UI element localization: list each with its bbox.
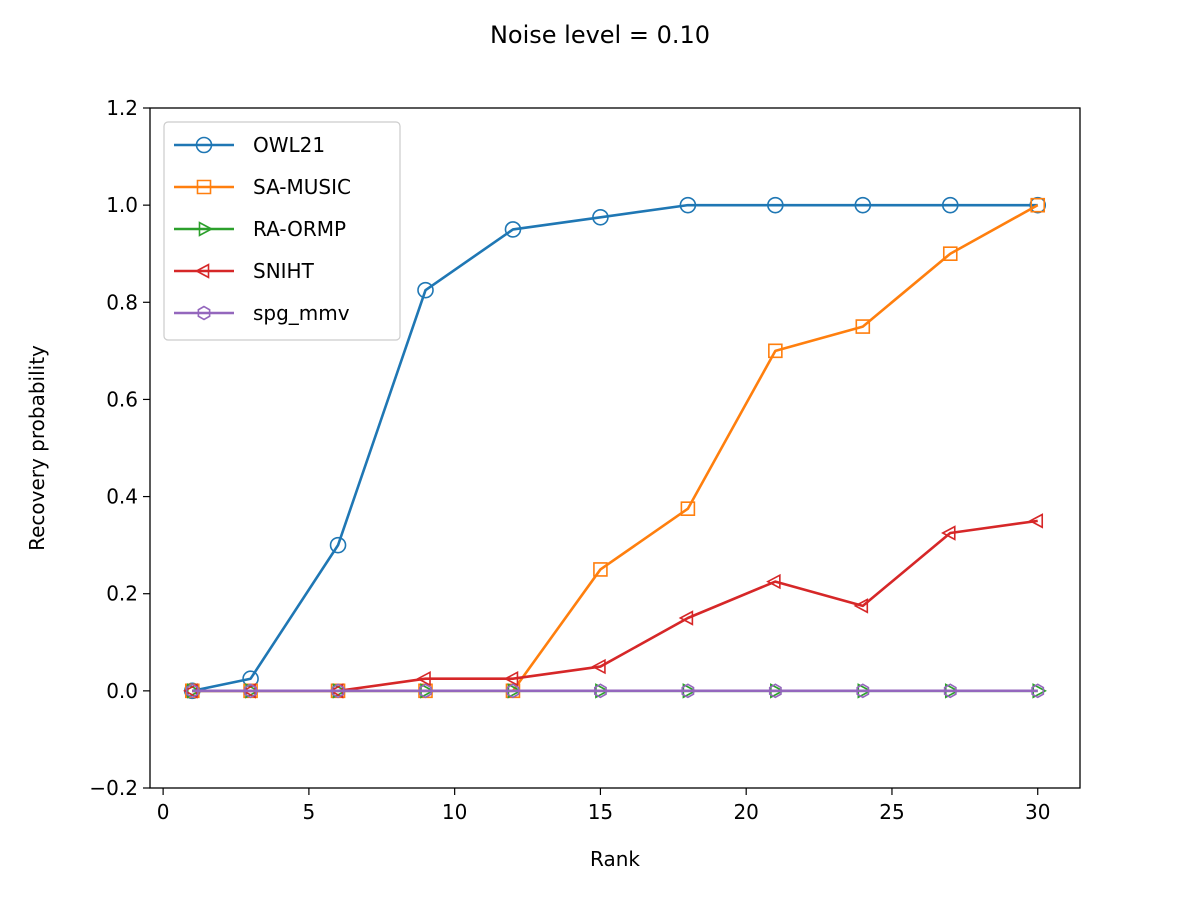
point-spg-mmv [593, 683, 607, 699]
point-owl21 [504, 221, 522, 238]
legend-label-spg-mmv: spg_mmv [253, 301, 350, 325]
point-spg-mmv [419, 683, 432, 699]
point-spg-mmv [506, 683, 520, 699]
legend-label-owl21: OWL21 [253, 133, 325, 157]
point-sniht [766, 573, 781, 590]
point-sa-music [243, 683, 258, 699]
plot-area: 0 5 10 15 20 25 30 −0.2 0.0 0.2 0.4 0.6 0.8 1.0 1.2 [89, 96, 1081, 824]
x-tick-label: 15 [588, 800, 613, 824]
chart-title: Noise level = 0.10 [490, 21, 710, 49]
point-spg-mmv [185, 683, 199, 699]
y-tick-label: 0.2 [106, 582, 138, 606]
legend-label-sniht: SNIHT [253, 259, 315, 283]
point-ra-ormp [186, 683, 202, 699]
legend-marker-sniht [194, 263, 210, 279]
x-tick-label: 30 [1025, 800, 1050, 824]
y-tick-label: 1.2 [106, 96, 138, 120]
point-sa-music [1030, 197, 1046, 213]
point-spg-mmv [943, 683, 957, 699]
point-spg-mmv [681, 683, 695, 699]
point-sa-music [942, 246, 958, 262]
point-owl21 [941, 196, 959, 214]
point-sniht [678, 610, 694, 626]
x-tick-label: 5 [303, 800, 316, 824]
legend-box [163, 121, 401, 341]
point-sa-music [593, 562, 608, 577]
x-tick-label: 25 [879, 800, 904, 824]
x-tick-label: 0 [157, 800, 170, 824]
legend-marker-ra-ormp [198, 221, 214, 237]
point-sa-music [330, 683, 346, 699]
point-sniht [1028, 513, 1044, 529]
y-tick-label: −0.2 [89, 776, 138, 800]
point-spg-mmv [1031, 683, 1045, 699]
point-sa-music [680, 501, 696, 517]
point-owl21 [1029, 196, 1047, 214]
legend: OWL21 SA-MUSIC RA-ORMP SNIHT spg_mmv [163, 121, 401, 341]
point-owl21 [679, 196, 697, 214]
point-spg-mmv [856, 683, 870, 699]
point-owl21 [329, 536, 347, 554]
legend-marker-sa-music [196, 179, 212, 195]
point-sa-music [768, 343, 783, 359]
x-tick-label: 10 [442, 800, 467, 824]
point-sa-music [184, 683, 200, 699]
point-spg-mmv [244, 683, 258, 699]
y-tick-label: 0.4 [106, 485, 138, 509]
point-sniht [941, 525, 956, 541]
point-sniht [591, 658, 606, 675]
point-owl21 [592, 208, 609, 226]
legend-marker-owl21 [195, 136, 213, 154]
point-owl21 [854, 196, 872, 214]
y-tick-label: 0.6 [106, 387, 138, 411]
series-line-sniht [192, 519, 1038, 693]
y-tick-label: 1.0 [106, 193, 138, 217]
point-spg-mmv [331, 683, 345, 699]
point-owl21 [767, 196, 784, 214]
point-sniht [853, 598, 869, 614]
point-sniht [416, 671, 431, 687]
point-sa-music [855, 319, 871, 334]
legend-label-sa-music: SA-MUSIC [253, 175, 351, 199]
axes-frame [149, 107, 1081, 789]
x-axis-label: Rank [590, 847, 640, 871]
y-tick-label: 0.0 [106, 679, 138, 703]
series-line-owl21 [192, 203, 1038, 693]
point-spg-mmv [768, 683, 782, 699]
legend-label-ra-ormp: RA-ORMP [253, 217, 346, 241]
point-owl21 [417, 281, 434, 299]
x-tick-label: 20 [733, 800, 758, 824]
legend-marker-spg-mmv [197, 305, 211, 321]
y-axis-label: Recovery probability [25, 345, 49, 551]
point-sniht [503, 671, 519, 687]
y-tick-label: 0.8 [106, 290, 138, 314]
